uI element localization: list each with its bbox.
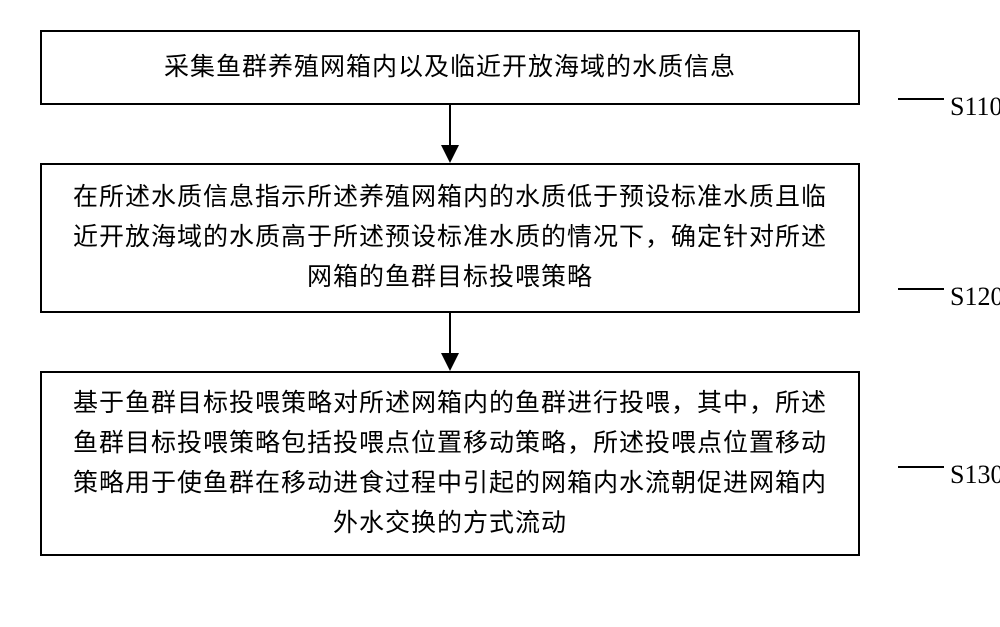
arrow-s120-s130	[40, 313, 860, 371]
step-label-s110: S110	[950, 92, 1000, 122]
arrow-head	[441, 145, 459, 163]
step-text: 基于鱼群目标投喂策略对所述网箱内的鱼群进行投喂，其中，所述鱼群目标投喂策略包括投…	[62, 384, 838, 544]
step-label-s130: S130	[950, 460, 1000, 490]
arrow-head	[441, 353, 459, 371]
step-text: 采集鱼群养殖网箱内以及临近开放海域的水质信息	[164, 48, 736, 88]
arrow-s110-s120	[40, 105, 860, 163]
connector-s120	[898, 288, 944, 290]
arrow-line	[449, 105, 451, 149]
connector-s130	[898, 466, 944, 468]
step-box-s110: 采集鱼群养殖网箱内以及临近开放海域的水质信息	[40, 30, 860, 105]
connector-s110	[898, 98, 944, 100]
step-box-s130: 基于鱼群目标投喂策略对所述网箱内的鱼群进行投喂，其中，所述鱼群目标投喂策略包括投…	[40, 371, 860, 556]
step-box-s120: 在所述水质信息指示所述养殖网箱内的水质低于预设标准水质且临近开放海域的水质高于所…	[40, 163, 860, 313]
flowchart-container: 采集鱼群养殖网箱内以及临近开放海域的水质信息 在所述水质信息指示所述养殖网箱内的…	[40, 30, 960, 556]
step-text: 在所述水质信息指示所述养殖网箱内的水质低于预设标准水质且临近开放海域的水质高于所…	[62, 178, 838, 298]
step-label-s120: S120	[950, 282, 1000, 312]
arrow-line	[449, 313, 451, 357]
